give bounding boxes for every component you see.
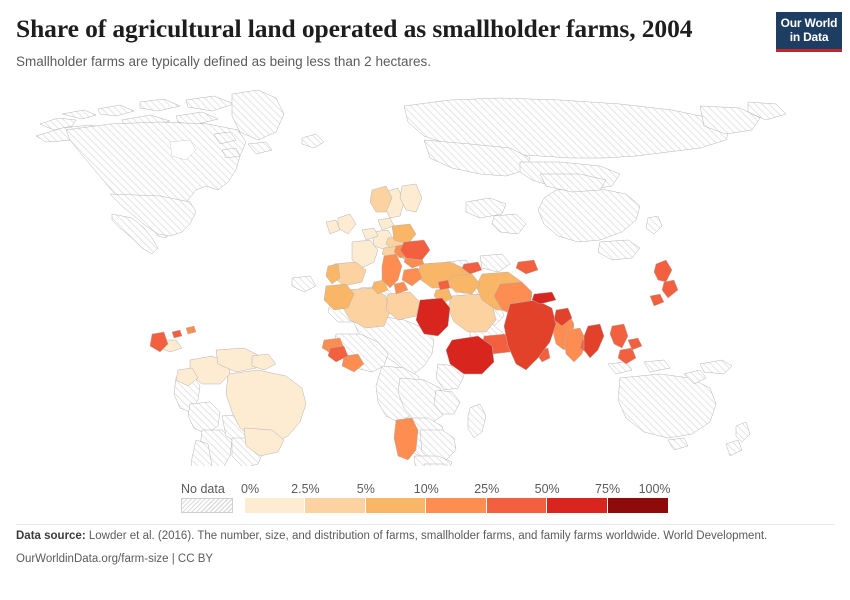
legend-bin-5[interactable] <box>486 498 548 513</box>
owid-logo-line1: Our World <box>780 16 838 30</box>
region-nodata-northamerica[interactable] <box>35 89 285 255</box>
legend-bin-1[interactable] <box>245 498 306 513</box>
region-nodata-eurasia[interactable] <box>403 97 787 261</box>
chart-header: Share of agricultural land operated as s… <box>16 14 834 71</box>
legend-nodata-swatch[interactable] <box>181 498 233 513</box>
region-bin-0-2_5[interactable] <box>159 183 423 466</box>
region-nodata-oceania[interactable] <box>607 359 751 457</box>
footer-url[interactable]: OurWorldinData.org/farm-size | CC BY <box>16 553 214 565</box>
world-choropleth-map[interactable] <box>0 78 850 466</box>
legend-nodata-label: No data <box>181 482 225 496</box>
data-source-line: Data source: Lowder et al. (2016). The n… <box>16 529 806 544</box>
legend-tick-7: 100% <box>638 482 671 496</box>
legend-tick-6: 75% <box>595 482 621 496</box>
legend-bin-strip[interactable] <box>245 498 668 513</box>
legend-bin-7[interactable] <box>607 498 668 513</box>
legend-tick-1: 2.5% <box>291 482 320 496</box>
owid-logo-line2: in Data <box>789 30 829 44</box>
region-bin-50-75[interactable] <box>503 299 605 371</box>
region-bin-2_5-5[interactable] <box>331 185 497 333</box>
legend-tick-3: 10% <box>413 482 439 496</box>
data-source-label: Data source: <box>16 530 86 542</box>
legend-bin-4[interactable] <box>426 498 487 513</box>
legend-bin-3[interactable] <box>365 498 427 513</box>
footer-divider <box>16 524 834 525</box>
legend-tick-2: 5% <box>356 482 375 496</box>
chart-footer: Data source: Lowder et al. (2016). The n… <box>16 529 806 567</box>
legend-bin-6[interactable] <box>547 498 608 513</box>
chart-subtitle: Smallholder farms are typically defined … <box>16 54 431 69</box>
legend-tick-5: 50% <box>534 482 560 496</box>
region-bin-50-75-dark[interactable] <box>415 291 557 375</box>
owid-logo[interactable]: Our World in Data <box>776 12 842 52</box>
page-title: Share of agricultural land operated as s… <box>16 14 693 43</box>
legend-bin-2[interactable] <box>305 498 366 513</box>
map-legend: No data 0% 2.5% 5% 10% 25% 50% 75% 100% <box>0 474 850 516</box>
legend-tick-0: 0% <box>241 482 260 496</box>
data-source-text: Lowder et al. (2016). The number, size, … <box>88 530 768 542</box>
legend-tick-4: 25% <box>474 482 500 496</box>
